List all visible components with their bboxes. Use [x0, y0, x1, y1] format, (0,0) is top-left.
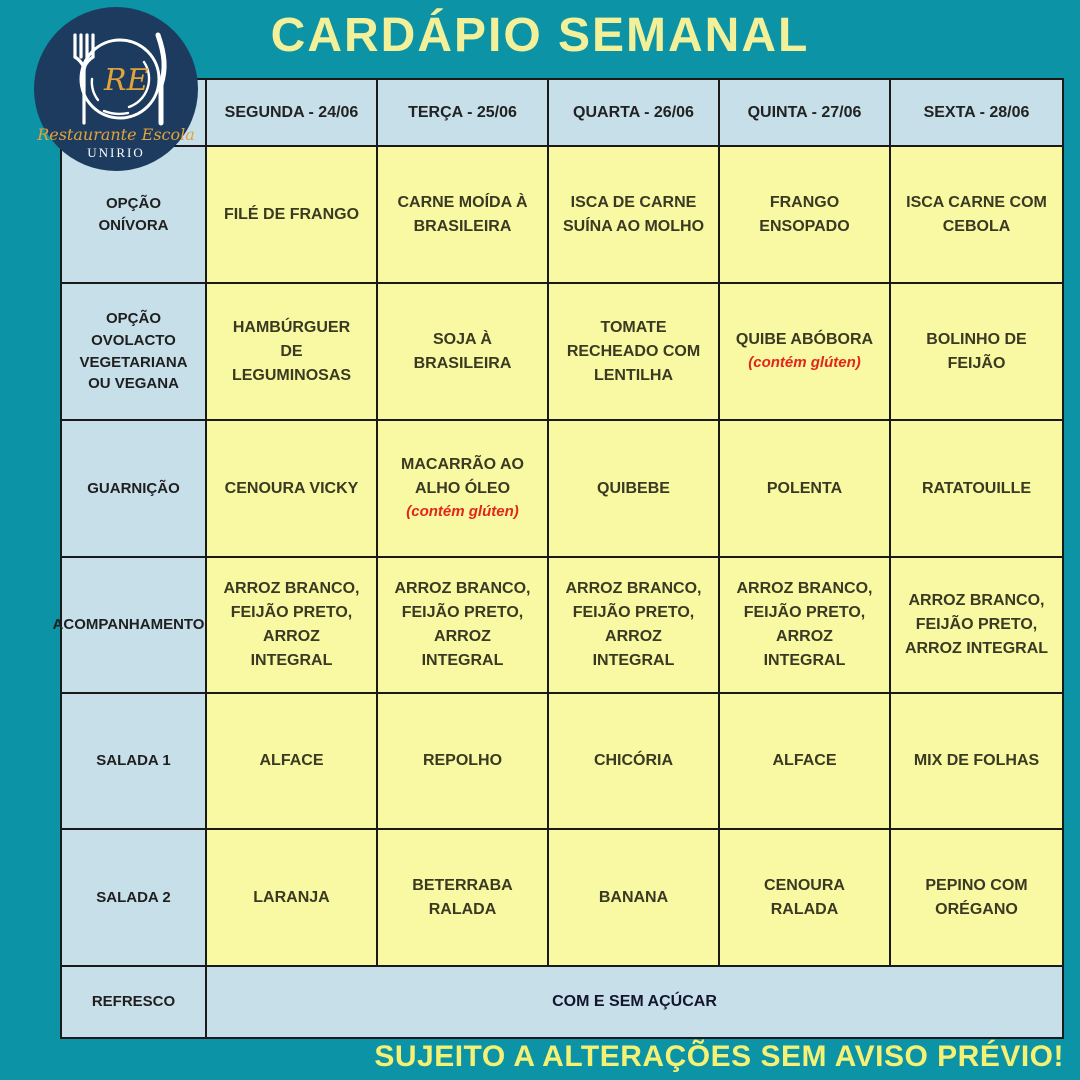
menu-item-text: FRANGO ENSOPADO [759, 193, 850, 235]
menu-cell-r2-c4: RATATOUILLE [891, 421, 1062, 558]
row-label-0: OPÇÃO ONÍVORA [62, 147, 207, 284]
menu-cell-r2-c2: QUIBEBE [549, 421, 720, 558]
row-label-1: OPÇÃO OVOLACTO VEGETARIANA OU VEGANA [62, 284, 207, 421]
menu-item-text: PEPINO COM ORÉGANO [925, 876, 1028, 918]
page-title: CARDÁPIO SEMANAL [270, 9, 810, 62]
menu-item-text: MACARRÃO AO ALHO ÓLEO [401, 456, 524, 498]
menu-item-text: ARROZ BRANCO, FEIJÃO PRETO, ARROZ INTEGR… [904, 592, 1049, 657]
menu-cell-r1-c3: QUIBE ABÓBORA (contém glúten) [720, 284, 891, 421]
menu-cell-r0-c1: CARNE MOÍDA À BRASILEIRA [378, 147, 549, 284]
row-label-3: ACOMPANHAMENTOS [53, 558, 214, 694]
menu-cell-r4-c3: ALFACE [720, 694, 891, 830]
menu-cell-r3-c2: ARROZ BRANCO, FEIJÃO PRETO, ARROZ INTEGR… [549, 558, 720, 694]
menu-item-text: SOJA À BRASILEIRA [413, 330, 512, 372]
menu-item-text: TOMATE RECHEADO COM LENTILHA [566, 318, 701, 384]
menu-cell-r3-c0: ARROZ BRANCO, FEIJÃO PRETO, ARROZ INTEGR… [207, 558, 378, 694]
menu-cell-r5-c4: PEPINO COM ORÉGANO [891, 830, 1062, 967]
menu-cell-r5-c1: BETERRABA RALADA [378, 830, 549, 967]
menu-item-text: LARANJA [253, 888, 330, 906]
menu-cell-r0-c2: ISCA DE CARNE SUÍNA AO MOLHO [549, 147, 720, 284]
menu-item-text: FILÉ DE FRANGO [223, 205, 360, 223]
menu-item-text: HAMBÚRGUER DE LEGUMINOSAS [231, 318, 352, 384]
menu-item-text: ALFACE [772, 752, 837, 769]
menu-item-text: POLENTA [766, 479, 843, 497]
menu-item-text: RATATOUILLE [921, 479, 1032, 497]
menu-cell-r2-c0: CENOURA VICKY [207, 421, 378, 558]
menu-cell-r0-c0: FILÉ DE FRANGO [207, 147, 378, 284]
menu-item-text: CHICÓRIA [593, 752, 674, 769]
menu-cell-r1-c1: SOJA À BRASILEIRA [378, 284, 549, 421]
menu-item-text: ALFACE [259, 752, 324, 769]
row-label-4: SALADA 1 [62, 694, 207, 830]
restaurant-logo: RE Restaurante Escola UNIRIO [34, 7, 198, 171]
logo-org-name: UNIRIO [87, 145, 145, 160]
menu-cell-r1-c2: TOMATE RECHEADO COM LENTILHA [549, 284, 720, 421]
menu-item-text: ARROZ BRANCO, FEIJÃO PRETO, ARROZ INTEGR… [223, 580, 360, 669]
menu-cell-r3-c3: ARROZ BRANCO, FEIJÃO PRETO, ARROZ INTEGR… [720, 558, 891, 694]
menu-item-text: BANANA [598, 888, 669, 906]
row-label-refresco: REFRESCO [62, 967, 207, 1037]
menu-cell-r2-c1: MACARRÃO AO ALHO ÓLEO (contém glúten) [378, 421, 549, 558]
menu-item-text: BOLINHO DE FEIJÃO [926, 330, 1027, 372]
menu-item-text: BETERRABA RALADA [412, 876, 513, 918]
day-header-3: QUINTA - 27/06 [720, 80, 891, 147]
logo-restaurant-name: Restaurante Escola [37, 125, 195, 144]
menu-item-text: ARROZ BRANCO, FEIJÃO PRETO, ARROZ INTEGR… [394, 580, 531, 669]
menu-item-text: CENOURA VICKY [224, 479, 359, 497]
menu-cell-r3-c4: ARROZ BRANCO, FEIJÃO PRETO, ARROZ INTEGR… [891, 558, 1062, 694]
menu-item-text: ARROZ BRANCO, FEIJÃO PRETO, ARROZ INTEGR… [736, 580, 873, 669]
day-header-0: SEGUNDA - 24/06 [207, 80, 378, 147]
menu-item-text: MIX DE FOLHAS [913, 752, 1040, 769]
menu-cell-r1-c4: BOLINHO DE FEIJÃO [891, 284, 1062, 421]
fork-plate-knife-icon: RE [73, 32, 167, 126]
menu-item-text: QUIBEBE [597, 479, 670, 497]
menu-item-text: ARROZ BRANCO, FEIJÃO PRETO, ARROZ INTEGR… [565, 580, 702, 669]
menu-cell-r5-c2: BANANA [549, 830, 720, 967]
menu-cell-r0-c3: FRANGO ENSOPADO [720, 147, 891, 284]
day-header-2: QUARTA - 26/06 [549, 80, 720, 147]
menu-item-text: QUIBE ABÓBORA [735, 331, 874, 349]
menu-cell-r4-c1: REPOLHO [378, 694, 549, 830]
row-label-2: GUARNIÇÃO [62, 421, 207, 558]
day-header-4: SEXTA - 28/06 [891, 80, 1062, 147]
footer-disclaimer: SUJEITO A ALTERAÇÕES SEM AVISO PRÉVIO! [374, 1040, 1064, 1073]
menu-item-text: REPOLHO [422, 752, 503, 769]
menu-cell-r1-c0: HAMBÚRGUER DE LEGUMINOSAS [207, 284, 378, 421]
row-label-5: SALADA 2 [62, 830, 207, 967]
gluten-warning: (contém glúten) [406, 503, 519, 521]
weekly-menu-table: SEGUNDA - 24/06 TERÇA - 25/06 QUARTA - 26/… [53, 78, 1064, 1039]
menu-item-text: ISCA DE CARNE SUÍNA AO MOLHO [562, 193, 705, 235]
refresco-merged-cell: COM E SEM AÇÚCAR [207, 967, 1062, 1037]
gluten-warning: (contém glúten) [748, 354, 861, 372]
menu-item-text: ISCA CARNE COM CEBOLA [906, 193, 1047, 235]
day-header-1: TERÇA - 25/06 [378, 80, 549, 147]
menu-cell-r3-c1: ARROZ BRANCO, FEIJÃO PRETO, ARROZ INTEGR… [378, 558, 549, 694]
menu-item-text: CENOURA RALADA [764, 876, 845, 918]
logo-initials: RE [103, 63, 149, 98]
menu-cell-r2-c3: POLENTA [720, 421, 891, 558]
menu-item-text: CARNE MOÍDA À BRASILEIRA [397, 193, 528, 235]
menu-cell-r4-c0: ALFACE [207, 694, 378, 830]
menu-cell-r0-c4: ISCA CARNE COM CEBOLA [891, 147, 1062, 284]
menu-cell-r4-c4: MIX DE FOLHAS [891, 694, 1062, 830]
menu-cell-r4-c2: CHICÓRIA [549, 694, 720, 830]
menu-cell-r5-c0: LARANJA [207, 830, 378, 967]
menu-cell-r5-c3: CENOURA RALADA [720, 830, 891, 967]
